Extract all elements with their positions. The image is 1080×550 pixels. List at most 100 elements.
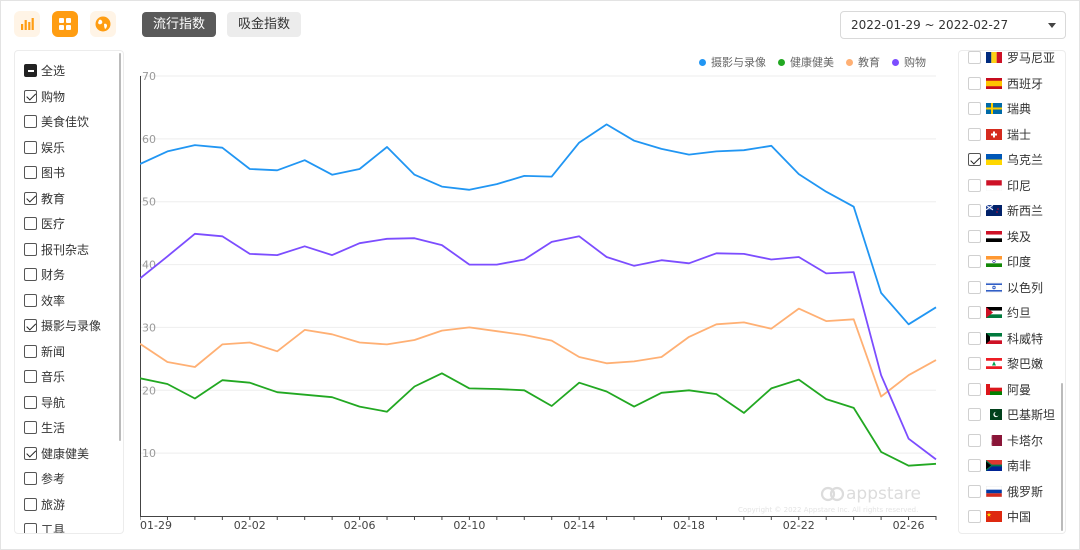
category-checkbox[interactable] [24,293,37,307]
country-item[interactable]: 约旦 [968,300,1055,326]
country-item[interactable]: 印尼 [968,173,1055,199]
category-label: 健康健美 [41,446,90,461]
country-item[interactable]: 乌克兰 [968,147,1055,173]
category-item[interactable]: 工具 [24,517,101,533]
legend-item[interactable]: 教育 [846,54,880,70]
country-checkbox[interactable] [968,178,981,192]
category-item[interactable]: 财务 [24,262,101,288]
category-item[interactable]: 旅游 [24,492,101,518]
category-item[interactable]: 新闻 [24,339,101,365]
category-checkbox[interactable] [24,242,37,256]
category-list: 全选 购物 美食佳饮 娱乐 图书 教育 医疗 报刊杂志 财务 效率 摄影与录像 新闻 音乐 导航 生活健康健… [24,58,101,533]
country-item[interactable]: 瑞士 [968,122,1055,148]
category-checkbox[interactable] [24,64,37,78]
country-checkbox[interactable] [968,357,981,371]
country-item[interactable]: 埃及 [968,224,1055,250]
country-item[interactable]: 印度 [968,249,1055,275]
legend-marker [846,58,853,66]
legend-item[interactable]: 购物 [892,54,926,70]
series-line [140,307,937,398]
category-item[interactable]: 购物 [24,84,101,110]
country-checkbox[interactable] [968,102,981,116]
country-item[interactable]: 西班牙 [968,71,1055,97]
country-item[interactable]: 中国 [968,504,1055,530]
category-item[interactable]: 美食佳饮 [24,109,101,135]
country-label: 南非 [1007,459,1032,474]
category-checkbox[interactable] [24,191,37,205]
country-item[interactable]: 南非 [968,453,1055,479]
category-checkbox[interactable] [24,446,37,460]
country-item[interactable]: 科威特 [968,326,1055,352]
switzerland-flag-icon [986,128,1002,140]
x-tick-label: 01-29 [140,519,172,532]
tab-popularity-index[interactable]: 流行指数 [142,12,217,37]
category-item[interactable]: 图书 [24,160,101,186]
country-item[interactable]: 阿曼 [968,377,1055,403]
category-checkbox[interactable] [24,217,37,231]
country-checkbox[interactable] [968,229,981,243]
category-item[interactable]: 导航 [24,390,101,416]
legend-item[interactable]: 摄影与录像 [699,54,766,70]
category-checkbox[interactable] [24,344,37,358]
country-item[interactable]: 卡塔尔 [968,428,1055,454]
category-item[interactable]: 摄影与录像 [24,313,101,339]
category-checkbox[interactable] [24,523,37,533]
country-checkbox[interactable] [968,408,981,422]
country-item[interactable]: 瑞典 [968,96,1055,122]
country-item[interactable]: 黎巴嫩 [968,351,1055,377]
country-checkbox[interactable] [968,51,981,65]
category-item[interactable]: 教育 [24,186,101,212]
category-item[interactable]: 健康健美 [24,441,101,467]
category-item[interactable]: 参考 [24,466,101,492]
category-item[interactable]: 效率 [24,288,101,314]
category-checkbox[interactable] [24,497,37,511]
country-checkbox[interactable] [968,76,981,90]
date-range-select[interactable]: 2022-01-29 ~ 2022-02-27 [840,11,1066,39]
country-checkbox[interactable] [968,204,981,218]
country-scrollbar[interactable] [1061,383,1063,531]
country-item[interactable]: 俄罗斯 [968,479,1055,505]
category-checkbox[interactable] [24,319,37,333]
category-checkbox[interactable] [24,421,37,435]
category-checkbox[interactable] [24,166,37,180]
country-item[interactable]: 以色列 [968,275,1055,301]
country-checkbox[interactable] [968,382,981,396]
category-checkbox[interactable] [24,472,37,486]
country-checkbox[interactable] [968,510,981,524]
country-checkbox[interactable] [968,433,981,447]
grid-icon[interactable] [52,11,78,37]
tab-revenue-index[interactable]: 吸金指数 [227,12,302,37]
category-scrollbar[interactable] [119,53,121,441]
russia-flag-icon [986,485,1002,497]
country-checkbox[interactable] [968,153,981,167]
category-item[interactable]: 全选 [24,58,101,84]
category-checkbox[interactable] [24,140,37,154]
country-checkbox[interactable] [968,306,981,320]
legend-item[interactable]: 健康健美 [778,54,834,70]
country-item[interactable]: 新西兰 [968,198,1055,224]
category-checkbox[interactable] [24,370,37,384]
category-item[interactable]: 音乐 [24,364,101,390]
category-item[interactable]: 娱乐 [24,135,101,161]
country-item[interactable]: 罗马尼亚 [968,51,1055,71]
country-checkbox[interactable] [968,484,981,498]
category-checkbox[interactable] [24,268,37,282]
category-item[interactable]: 生活 [24,415,101,441]
country-checkbox[interactable] [968,280,981,294]
country-checkbox[interactable] [968,331,981,345]
egypt-flag-icon [986,230,1002,242]
country-checkbox[interactable] [968,255,981,269]
category-item[interactable]: 医疗 [24,211,101,237]
category-checkbox[interactable] [24,89,37,103]
country-label: 卡塔尔 [1007,433,1044,448]
lebanon-flag-icon [986,358,1002,370]
legend-marker [699,58,706,66]
country-checkbox[interactable] [968,459,981,473]
category-checkbox[interactable] [24,115,37,129]
category-item[interactable]: 报刊杂志 [24,237,101,263]
country-checkbox[interactable] [968,127,981,141]
globe-icon[interactable] [90,11,116,37]
country-item[interactable]: 巴基斯坦 [968,402,1055,428]
category-checkbox[interactable] [24,395,37,409]
bar-chart-icon[interactable] [14,11,40,37]
